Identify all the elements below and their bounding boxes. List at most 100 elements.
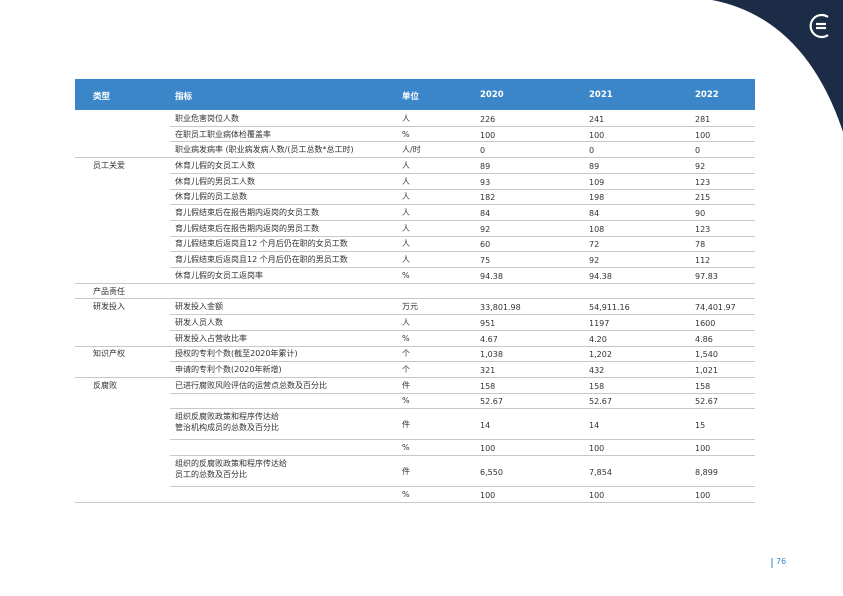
row-rule bbox=[170, 188, 755, 190]
unit-cell: 人 bbox=[402, 223, 410, 233]
unit-cell: % bbox=[402, 489, 410, 499]
value-cell: 100 bbox=[589, 130, 605, 140]
value-cell: 281 bbox=[695, 114, 711, 124]
row-rule bbox=[170, 361, 755, 363]
value-cell: 158 bbox=[695, 381, 711, 391]
indicator-cell: 申请的专利个数(2020年新增) bbox=[175, 365, 282, 375]
value-cell: 100 bbox=[695, 490, 711, 500]
value-cell: 1,540 bbox=[695, 350, 718, 360]
unit-cell: 件 bbox=[402, 419, 410, 429]
value-cell: 97.83 bbox=[695, 271, 718, 281]
indicator-cell: 组织反腐败政策和程序传达给 管治机构成员的总数及百分比 bbox=[175, 412, 279, 433]
value-cell: 951 bbox=[480, 318, 496, 328]
page-number: 76 bbox=[776, 557, 787, 566]
category-cell: 反腐败 bbox=[93, 380, 117, 390]
value-cell: 8,899 bbox=[695, 467, 718, 477]
value-cell: 109 bbox=[589, 177, 605, 187]
indicator-cell: 休育儿假的女员工人数 bbox=[175, 160, 255, 170]
unit-cell: 个 bbox=[402, 349, 410, 359]
value-cell: 226 bbox=[480, 114, 496, 124]
row-rule bbox=[170, 204, 755, 206]
value-cell: 100 bbox=[480, 444, 496, 454]
unit-cell: 件 bbox=[402, 466, 410, 476]
value-cell: 0 bbox=[695, 146, 701, 156]
row-rule bbox=[170, 408, 755, 410]
row-rule bbox=[170, 329, 755, 331]
header-cell: 类型 bbox=[93, 92, 111, 102]
unit-cell: 人 bbox=[402, 113, 410, 123]
value-cell: 432 bbox=[589, 366, 605, 376]
indicator-cell: 休育儿假的员工总数 bbox=[175, 192, 247, 202]
value-cell: 90 bbox=[695, 209, 706, 219]
unit-cell: 件 bbox=[402, 380, 410, 390]
header-cell: 单位 bbox=[402, 92, 420, 102]
indicator-cell: 休育儿假的女员工返岗率 bbox=[175, 270, 263, 280]
value-cell: 94.38 bbox=[480, 271, 503, 281]
value-cell: 15 bbox=[695, 420, 706, 430]
value-cell: 4.20 bbox=[589, 334, 607, 344]
indicator-cell: 职业危害岗位人数 bbox=[175, 113, 239, 123]
value-cell: 89 bbox=[589, 161, 600, 171]
value-cell: 100 bbox=[589, 444, 605, 454]
row-rule bbox=[170, 267, 755, 268]
value-cell: 14 bbox=[480, 420, 491, 430]
value-cell: 1,038 bbox=[480, 350, 503, 360]
indicator-cell: 育儿假结束后返岗且12 个月后仍在职的女员工数 bbox=[175, 239, 348, 249]
value-cell: 94.38 bbox=[589, 271, 612, 281]
category-cell: 知识产权 bbox=[93, 349, 125, 359]
row-rule bbox=[170, 125, 755, 127]
indicator-cell: 育儿假结束后在报告期内返岗的女员工数 bbox=[175, 208, 319, 218]
value-cell: 72 bbox=[589, 240, 600, 250]
value-cell: 241 bbox=[589, 114, 605, 124]
unit-cell: 人 bbox=[402, 176, 410, 186]
indicator-cell: 育儿假结束后返岗且12 个月后仍在职的男员工数 bbox=[175, 255, 348, 265]
header-cell: 2022 bbox=[695, 90, 719, 100]
unit-cell: 人 bbox=[402, 239, 410, 249]
value-cell: 321 bbox=[480, 366, 496, 376]
indicator-cell: 研发人员人数 bbox=[175, 317, 223, 327]
value-cell: 14 bbox=[589, 420, 600, 430]
row-rule bbox=[170, 251, 755, 253]
unit-cell: % bbox=[402, 443, 410, 453]
unit-cell: 人 bbox=[402, 208, 410, 218]
value-cell: 84 bbox=[480, 209, 491, 219]
value-cell: 1,021 bbox=[695, 366, 718, 376]
value-cell: 7,854 bbox=[589, 467, 612, 477]
row-rule bbox=[170, 172, 755, 174]
value-cell: 112 bbox=[695, 256, 711, 266]
value-cell: 6,550 bbox=[480, 467, 503, 477]
header-cell: 2020 bbox=[480, 90, 504, 100]
value-cell: 78 bbox=[695, 240, 706, 250]
value-cell: 100 bbox=[695, 444, 711, 454]
row-rule bbox=[170, 141, 755, 143]
value-cell: 182 bbox=[480, 193, 496, 203]
unit-cell: 人/时 bbox=[402, 145, 421, 155]
unit-cell: % bbox=[402, 270, 410, 280]
value-cell: 0 bbox=[480, 146, 486, 156]
unit-cell: % bbox=[402, 396, 410, 406]
row-rule bbox=[75, 345, 755, 347]
row-rule bbox=[170, 392, 755, 394]
value-cell: 198 bbox=[589, 193, 605, 203]
value-cell: 4.67 bbox=[480, 334, 498, 344]
row-rule bbox=[170, 455, 755, 456]
indicator-cell: 研发投入金额 bbox=[175, 302, 223, 312]
indicator-cell: 组织的反腐败政策和程序传达给 员工的总数及百分比 bbox=[175, 459, 287, 479]
unit-cell: % bbox=[402, 129, 410, 139]
value-cell: 1,202 bbox=[589, 350, 612, 360]
row-rule bbox=[170, 235, 755, 237]
unit-cell: 人 bbox=[402, 192, 410, 202]
indicator-cell: 育儿假结束后在报告期内返岗的男员工数 bbox=[175, 223, 319, 233]
indicator-cell: 已进行腐败风险评估的运营点总数及百分比 bbox=[175, 380, 327, 390]
value-cell: 1197 bbox=[589, 318, 610, 328]
unit-cell: % bbox=[402, 333, 410, 343]
value-cell: 92 bbox=[589, 256, 600, 266]
header-cell: 指标 bbox=[175, 92, 193, 102]
row-rule bbox=[75, 157, 755, 159]
row-rule bbox=[75, 282, 755, 284]
value-cell: 158 bbox=[480, 381, 496, 391]
value-cell: 52.67 bbox=[480, 397, 503, 407]
